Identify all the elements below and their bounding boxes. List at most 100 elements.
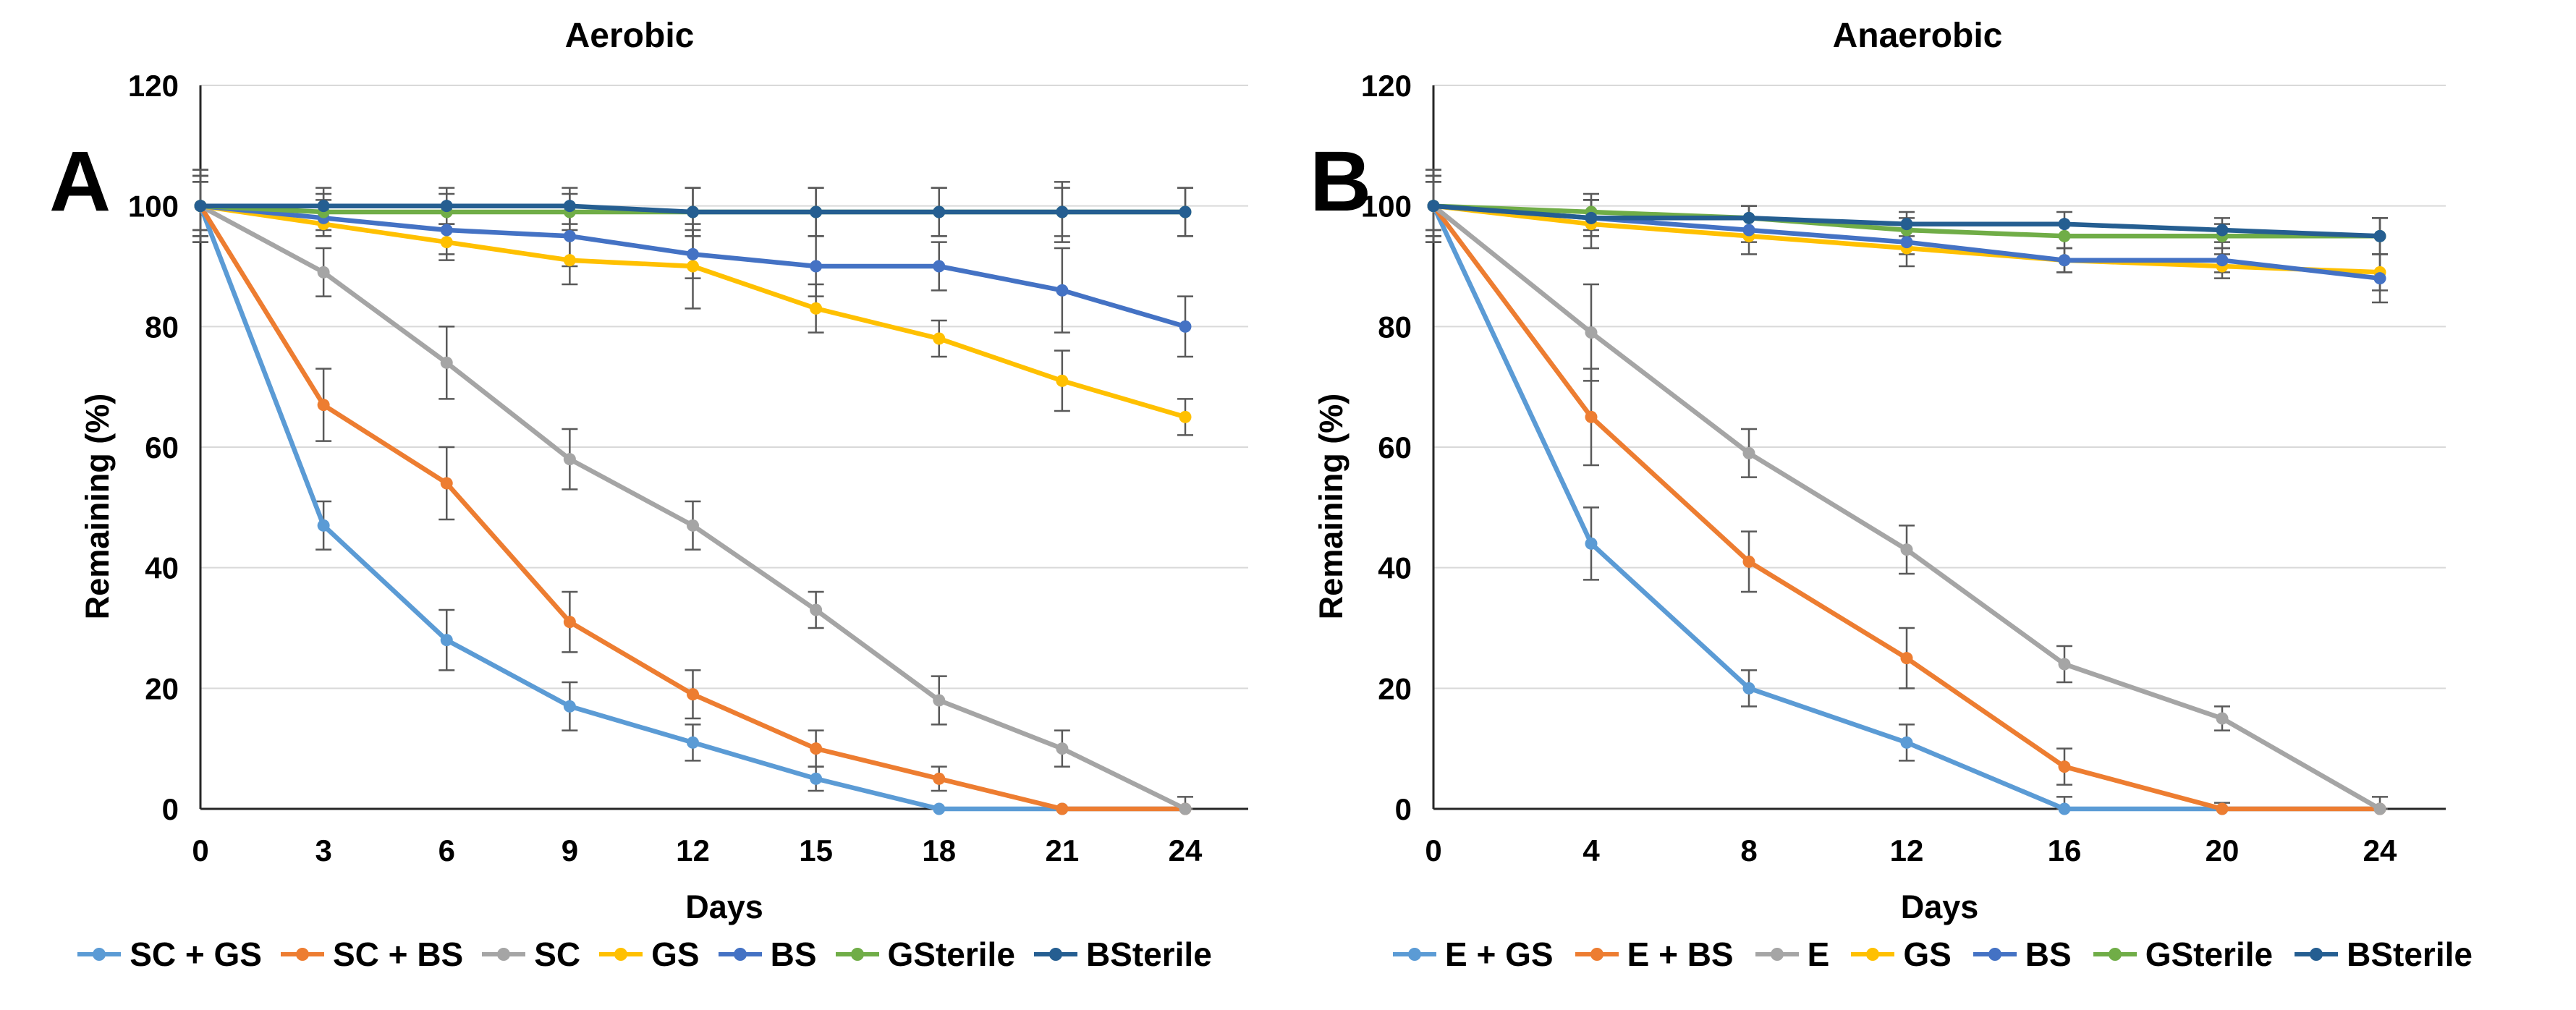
- data-point-marker: [810, 772, 823, 785]
- x-tick-label: 0: [192, 833, 208, 867]
- x-tick-label: 4: [1583, 833, 1600, 867]
- data-point-marker: [440, 634, 453, 647]
- panel-letter: B: [1310, 134, 1372, 229]
- data-point-marker: [687, 688, 699, 701]
- legend-item: GS: [1850, 935, 1952, 974]
- y-tick-label: 120: [128, 69, 179, 103]
- data-point-marker: [2216, 224, 2229, 237]
- x-tick-label: 21: [1046, 833, 1080, 867]
- legend-line-marker-icon: [281, 948, 324, 961]
- legend-item: SC + BS: [279, 935, 463, 974]
- x-tick-label: 24: [2363, 833, 2397, 867]
- x-tick-label: 8: [1740, 833, 1757, 867]
- data-point-marker: [563, 200, 576, 213]
- x-axis-label: Days: [1900, 888, 1979, 925]
- data-point-marker: [933, 772, 946, 785]
- legend-item: E + BS: [1574, 935, 1734, 974]
- legend-item-label: E + BS: [1627, 935, 1734, 973]
- x-tick-label: 18: [922, 833, 956, 867]
- legend-item-label: SC + GS: [130, 935, 262, 973]
- panel-aerobic: A Aerobic Remaining (%) Days 0 20 40 60 80 10…: [49, 17, 1248, 974]
- data-point-marker: [1900, 652, 1913, 665]
- x-tick-label: 0: [1425, 833, 1441, 867]
- data-point-marker: [810, 205, 823, 218]
- data-point-marker: [2058, 229, 2071, 242]
- legend-item: SC: [480, 935, 580, 974]
- data-point-marker: [2058, 658, 2071, 671]
- data-point-marker: [1056, 284, 1069, 297]
- y-tick-label: 80: [1378, 310, 1412, 344]
- data-point-marker: [440, 224, 453, 237]
- legend-line-marker-icon: [1755, 948, 1799, 961]
- data-point-marker: [563, 453, 576, 466]
- data-point-marker: [563, 616, 576, 629]
- data-point-marker: [194, 200, 207, 213]
- plot-area: 0 20 40 60 80 100 120 0 4 8 12 16 20 24: [1361, 69, 2446, 867]
- data-point-marker: [2216, 712, 2229, 725]
- y-tick-label: 40: [145, 551, 179, 585]
- data-point-marker: [1900, 543, 1913, 556]
- legend-item: SC + GS: [76, 935, 262, 974]
- y-tick-label: 100: [1361, 190, 1412, 224]
- legend-item: BSterile: [2293, 935, 2473, 974]
- data-point-marker: [933, 332, 946, 345]
- y-tick-label: 120: [1361, 69, 1412, 103]
- data-point-marker: [687, 519, 699, 532]
- legend-item-label: GSterile: [887, 935, 1015, 973]
- data-point-marker: [1900, 218, 1913, 231]
- legend-item-label: E: [1807, 935, 1830, 973]
- data-point-marker: [687, 205, 699, 218]
- data-point-marker: [1900, 236, 1913, 249]
- legend-item: E: [1754, 935, 1830, 974]
- legend-line-marker-icon: [2295, 948, 2339, 961]
- data-point-marker: [317, 200, 330, 213]
- x-tick-label: 12: [676, 833, 710, 867]
- legend-item: E + GS: [1391, 935, 1554, 974]
- data-point-marker: [1179, 802, 1192, 815]
- data-point-marker: [933, 802, 946, 815]
- y-tick-label: 40: [1378, 551, 1412, 585]
- data-point-marker: [2216, 802, 2229, 815]
- data-point-marker: [563, 254, 576, 267]
- legend-item: BSterile: [1033, 935, 1212, 974]
- plot-area: 0 20 40 60 80 100 120 0 3 6 9 12 15 18 21 24: [128, 69, 1248, 867]
- legend-line-marker-icon: [482, 948, 526, 961]
- data-point-marker: [2058, 802, 2071, 815]
- legend: E + GS E + BS E GS BS GSterile BSterile: [1288, 935, 2576, 974]
- x-tick-label: 20: [2206, 833, 2240, 867]
- data-point-marker: [2058, 760, 2071, 773]
- data-point-marker: [440, 477, 453, 490]
- legend-line-marker-icon: [77, 948, 122, 961]
- y-tick-label: 0: [162, 792, 179, 826]
- legend-item: BS: [1972, 935, 2072, 974]
- chart-title: Anaerobic: [1832, 17, 2003, 55]
- data-point-marker: [1179, 410, 1192, 423]
- y-tick-label: 0: [1395, 792, 1412, 826]
- y-tick-label: 20: [145, 671, 179, 705]
- data-point-marker: [1585, 537, 1598, 550]
- legend-item-label: BSterile: [2347, 935, 2473, 973]
- data-point-marker: [1585, 326, 1598, 339]
- x-tick-label: 9: [562, 833, 578, 867]
- legend-line-marker-icon: [1851, 948, 1895, 961]
- data-point-marker: [2373, 272, 2386, 285]
- legend-item: BS: [717, 935, 817, 974]
- legend-item-label: BS: [770, 935, 817, 973]
- data-point-marker: [1056, 742, 1069, 755]
- legend-line-marker-icon: [718, 948, 762, 961]
- x-axis-label: Days: [685, 888, 763, 925]
- panel-anaerobic: B Anaerobic Remaining (%) Days 0 20 40 60 80…: [1288, 0, 2576, 1010]
- legend-line-marker-icon: [1033, 948, 1077, 961]
- data-point-marker: [933, 205, 946, 218]
- data-point-marker: [933, 260, 946, 273]
- data-point-marker: [1056, 374, 1069, 387]
- data-point-marker: [2058, 218, 2071, 231]
- data-point-marker: [563, 229, 576, 242]
- legend-item-label: GSterile: [2145, 935, 2274, 973]
- data-point-marker: [317, 519, 330, 532]
- data-point-marker: [1742, 224, 1755, 237]
- data-point-marker: [810, 260, 823, 273]
- data-point-marker: [1585, 211, 1598, 224]
- data-point-marker: [1056, 205, 1069, 218]
- legend-line-marker-icon: [1575, 948, 1619, 961]
